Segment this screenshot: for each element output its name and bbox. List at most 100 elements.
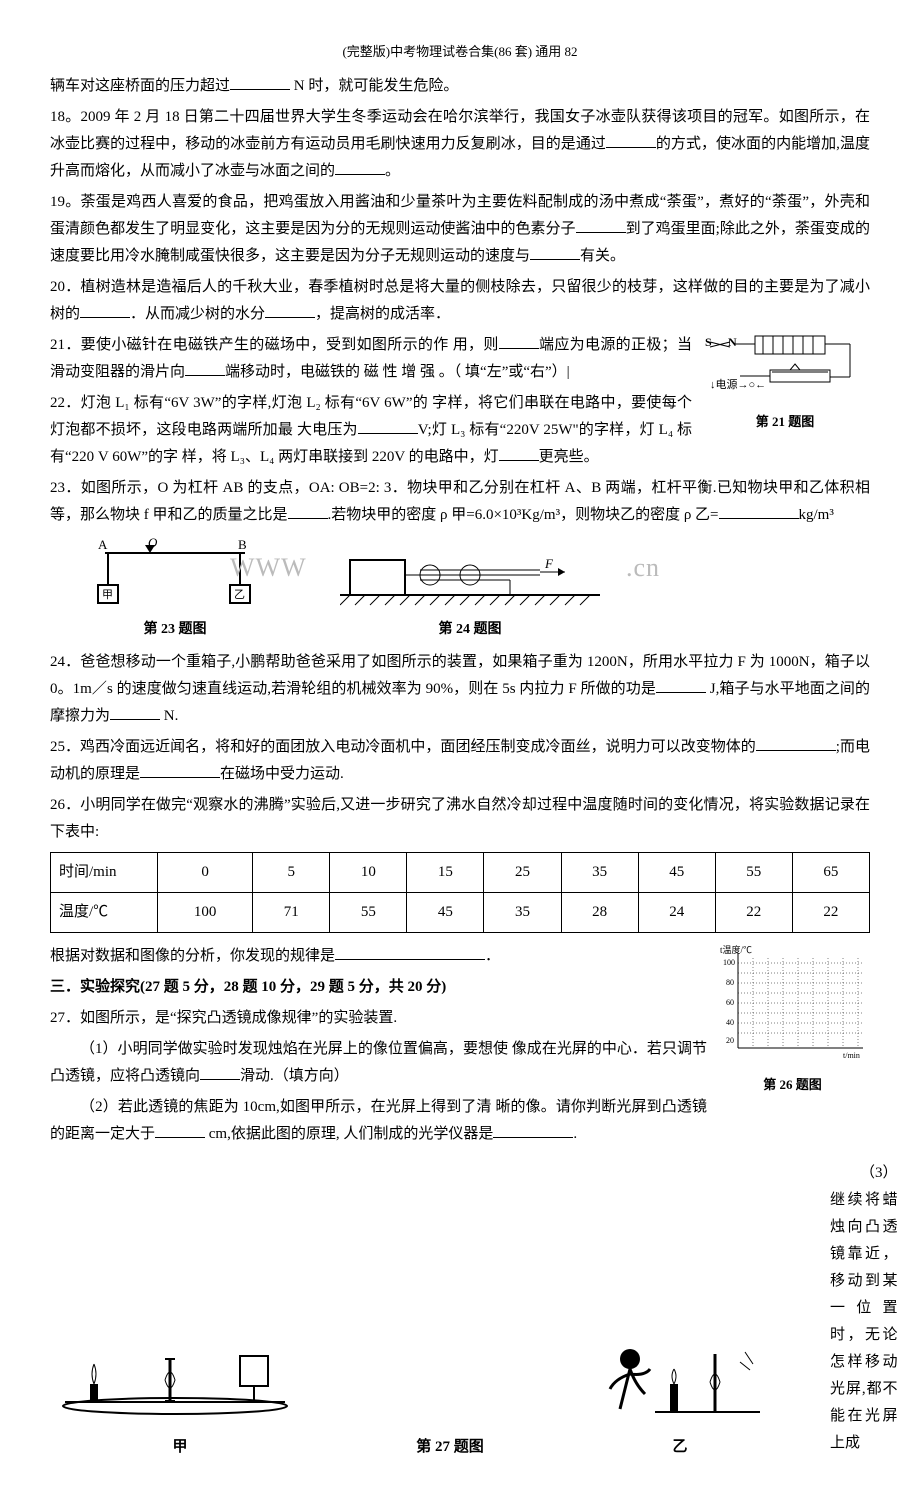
q21-text-a: 21．要使小磁针在电磁铁产生的磁场中，受到如图所示的作 [50, 337, 449, 353]
cell: 55 [330, 892, 407, 932]
cell: 22 [792, 892, 869, 932]
q27-2-text-e: . [573, 1126, 577, 1142]
q18-blank1 [606, 132, 656, 148]
q27-2: （2）若此透镜的焦距为 10cm,如图甲所示，在光屏上得到了清 晰的像。请你判断… [50, 1094, 870, 1148]
q22-blank2 [499, 445, 539, 461]
q27-3: （3）继续将蜡烛向凸透镜靠近，移动到某一位置时，无论怎样移动光屏,都不能在光屏上… [830, 1160, 898, 1461]
fig21-caption: 第 21 题图 [700, 410, 870, 433]
row1-label: 时间/min [51, 852, 158, 892]
q27-3-text: （3）继续将蜡烛向凸透镜靠近，移动到某一位置时，无论怎样移动光屏,都不能在光屏上… [830, 1160, 898, 1457]
q20-blank1 [80, 302, 130, 318]
q26-27-wrap: t温度/℃ 100 80 60 40 20 t/min 第 26 题图 根据对数… [50, 943, 870, 1148]
q23-blank1 [288, 503, 328, 519]
q26-text-b: 根据对数据和图像的分析，你发现的规律是 [50, 948, 335, 964]
fig27-caption: 第 27 题图 [370, 1434, 530, 1461]
q21-text-e: 磁 性 增 强 。（ 填“左”或“右”）| [364, 364, 570, 380]
q19-text-c: 有关。 [580, 248, 625, 264]
q21-text-b: 用，则 [453, 337, 499, 353]
q23-text-b: .若物块甲的密度 ρ 甲=6.0×10³Kg/m³，则物块乙的密度 ρ 乙= [328, 507, 719, 523]
q23: 23．如图所示，O 为杠杆 AB 的支点，OA: OB=2: 3．物块甲和乙分别… [50, 475, 870, 529]
q27-2-blank1 [155, 1122, 205, 1138]
q21-blank1 [499, 333, 539, 349]
q20-blank2 [265, 302, 315, 318]
q26-blank [335, 944, 485, 960]
fig23-caption: 第 23 题图 [90, 617, 260, 642]
q20-text-b: ．从而减少树的水分 [130, 306, 265, 322]
q25-text-c: 在磁场中受力运动. [220, 766, 344, 782]
q23-unit: kg/m³ [799, 507, 834, 523]
q25-blank2 [140, 762, 220, 778]
svg-text:80: 80 [726, 978, 734, 987]
fig27-jia-svg [60, 1344, 300, 1424]
svg-text:60: 60 [726, 998, 734, 1007]
q24: 24．爸爸想移动一个重箱子,小鹏帮助爸爸采用了如图所示的装置，如果箱子重为 12… [50, 649, 870, 730]
q17-blank [230, 74, 290, 90]
q22-text-e: 样，将 L₃、L₄ 两灯串联接到 220V 的电路中，灯 [182, 449, 499, 465]
q25-blank1 [756, 735, 836, 751]
fig27-yi-label: 乙 [590, 1434, 770, 1461]
svg-text:100: 100 [723, 958, 735, 967]
q17-text-b: N 时，就可能发生危险。 [290, 78, 458, 94]
fig27-yi-svg [595, 1334, 765, 1424]
fig24-caption: 第 24 题图 [340, 617, 600, 642]
q26-table: 时间/min 0 5 10 15 25 35 45 55 65 温度/℃ 100… [50, 852, 870, 933]
q24-text-c: N. [160, 708, 178, 724]
fig27-jia-label: 甲 [50, 1434, 310, 1461]
q27-2-text-d: 人们制成的光学仪器是 [343, 1126, 493, 1142]
cell: 24 [638, 892, 715, 932]
fig26: t温度/℃ 100 80 60 40 20 t/min 第 26 题图 [715, 943, 870, 1096]
q27-1-blank [200, 1064, 240, 1080]
q21-text-d: 端移动时，电磁铁的 [225, 364, 360, 380]
svg-text:t/min: t/min [843, 1051, 860, 1060]
cell: 45 [638, 852, 715, 892]
q27-1-text-a: （1）小明同学做实验时发现烛焰在光屏上的像位置偏高，要想使 [80, 1041, 508, 1057]
q27-2-text-a: （2）若此透镜的焦距为 10cm,如图甲所示，在光屏上得到了清 [80, 1099, 492, 1115]
fig21: S N ↓电源→○← 第 21 题图 [700, 332, 870, 433]
q22-blank1 [358, 418, 418, 434]
q22-text-f: 更亮些。 [539, 449, 599, 465]
fig27-caption-block: 第 27 题图 [370, 1434, 530, 1461]
cell: 55 [715, 852, 792, 892]
cell: 65 [792, 852, 869, 892]
q25-text-a: 25．鸡西冷面远近闻名，将和好的面团放入电动冷面机中，面团经压制变成冷面丝，说明… [50, 739, 756, 755]
q21-blank2 [185, 360, 225, 376]
q27-1-text-c: 滑动.（填方向） [240, 1068, 349, 1084]
cell: 10 [330, 852, 407, 892]
table-row: 时间/min 0 5 10 15 25 35 45 55 65 [51, 852, 870, 892]
svg-text:t温度/℃: t温度/℃ [720, 944, 752, 955]
q23-blank2 [719, 503, 799, 519]
fig23-24-row: A O B 甲 乙 第 23 题图 WWW [90, 535, 870, 642]
q17-text-a: 辆车对这座桥面的压力超过 [50, 78, 230, 94]
cell: 35 [561, 852, 638, 892]
fig24: WWW F .cn 第 [340, 535, 600, 642]
q24-blank1 [656, 677, 706, 693]
fig27-row: 甲 第 27 题图 乙 （3）继续将蜡烛向凸透镜靠近，移动到某一位置时，无论怎样… [50, 1160, 870, 1461]
q18-blank2 [335, 159, 385, 175]
cell: 28 [561, 892, 638, 932]
q18-text-c: 。 [385, 163, 400, 179]
cell: 22 [715, 892, 792, 932]
cell: 5 [253, 852, 330, 892]
cell: 45 [407, 892, 484, 932]
fig24-svg: F [340, 535, 600, 615]
q25: 25．鸡西冷面远近闻名，将和好的面团放入电动冷面机中，面团经压制变成冷面丝，说明… [50, 734, 870, 788]
table-row: 温度/℃ 100 71 55 45 35 28 24 22 22 [51, 892, 870, 932]
fig21-svg: S N ↓电源→○← [700, 332, 870, 402]
q27-2-text-c: cm,依据此图的原理, [205, 1126, 340, 1142]
q24-blank2 [110, 704, 160, 720]
fig26-caption: 第 26 题图 [715, 1073, 870, 1096]
svg-text:F: F [544, 556, 554, 571]
cell: 35 [484, 892, 561, 932]
q21-22-wrap: S N ↓电源→○← 第 21 题图 21．要使小磁针在电磁铁产生的磁场中，受到… [50, 332, 870, 471]
cell: 25 [484, 852, 561, 892]
q20: 20．植树造林是造福后人的千秋大业，春季植树时总是将大量的侧枝除去，只留很少的枝… [50, 274, 870, 328]
fig26-svg: t温度/℃ 100 80 60 40 20 t/min [718, 943, 868, 1063]
q27-2-blank2 [493, 1122, 573, 1138]
q18: 18。2009 年 2 月 18 日第二十四届世界大学生冬季运动会在哈尔滨举行，… [50, 104, 870, 185]
q19-blank1 [576, 217, 626, 233]
cell: 0 [158, 852, 253, 892]
q17-tail: 辆车对这座桥面的压力超过 N 时，就可能发生危险。 [50, 73, 870, 100]
svg-text:甲: 甲 [102, 589, 113, 601]
q19: 19。荼蛋是鸡西人喜爱的食品，把鸡蛋放入用酱油和少量茶叶为主要佐料配制成的汤中煮… [50, 189, 870, 270]
q26-text-c: ． [485, 948, 500, 964]
